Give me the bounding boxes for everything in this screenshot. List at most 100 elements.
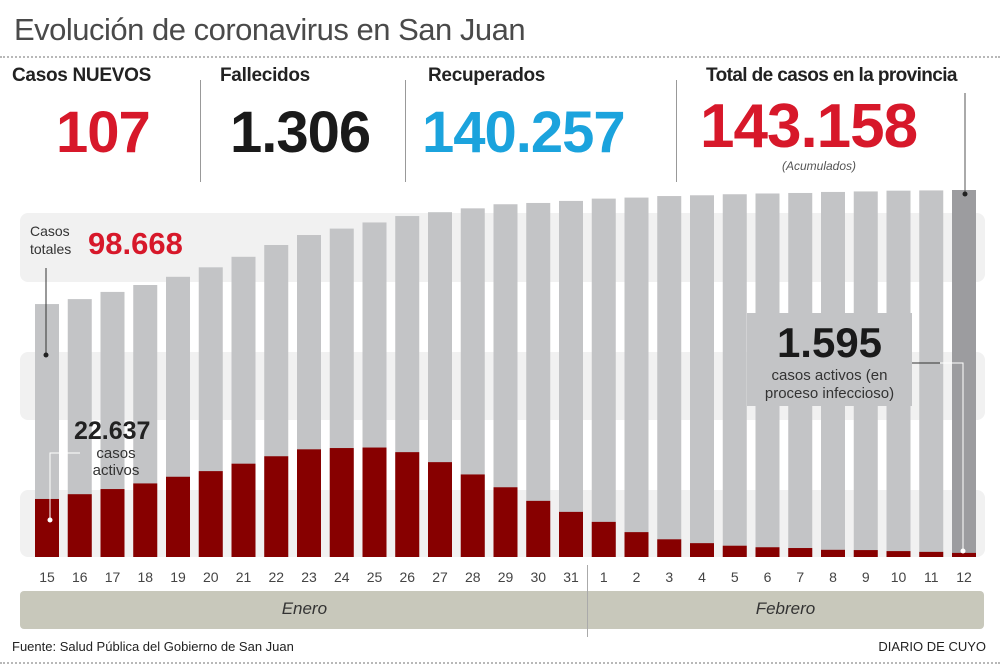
total-end-annotation-dot xyxy=(962,191,968,197)
x-tick-label: 17 xyxy=(105,569,121,585)
total-cases-bar xyxy=(657,196,682,557)
active-end-label-line2: proceso infeccioso) xyxy=(764,385,895,402)
x-tick-label: 18 xyxy=(137,569,153,585)
total-cases-bar xyxy=(526,202,551,558)
active-cases-bar xyxy=(886,551,911,557)
active-start-label: casos activos xyxy=(78,445,154,479)
active-cases-bar xyxy=(460,474,485,557)
active-cases-bar xyxy=(624,532,649,557)
x-tick-label: 6 xyxy=(764,569,772,585)
x-tick-label: 8 xyxy=(829,569,837,585)
stat-label-deaths: Fallecidos xyxy=(220,65,310,86)
x-tick-label: 9 xyxy=(862,569,870,585)
x-tick-label: 31 xyxy=(563,569,579,585)
x-tick-label: 28 xyxy=(465,569,481,585)
active-cases-bar xyxy=(591,521,616,557)
x-tick-label: 11 xyxy=(924,569,939,585)
active-start-label-line2: activos xyxy=(92,462,140,479)
x-tick-label: 27 xyxy=(432,569,448,585)
stat-divider xyxy=(200,80,201,182)
month-divider xyxy=(587,565,589,637)
active-cases-bar xyxy=(35,498,59,557)
stat-label-new-cases: Casos NUEVOS xyxy=(12,65,151,86)
active-start-label-line1: casos xyxy=(96,445,136,462)
x-tick-label: 26 xyxy=(399,569,415,585)
active-cases-bar xyxy=(853,550,878,557)
active-cases-bar xyxy=(231,463,256,557)
x-tick-label: 5 xyxy=(731,569,739,585)
active-cases-bar xyxy=(362,447,387,557)
x-tick-label: 7 xyxy=(796,569,804,585)
month-label-febrero: Febrero xyxy=(755,599,816,618)
x-tick-label: 20 xyxy=(203,569,219,585)
active-cases-bar xyxy=(919,551,944,557)
total-cases-bar xyxy=(559,200,583,557)
brand-credit: DIARIO DE CUYO xyxy=(878,639,986,654)
active-cases-bar xyxy=(821,549,845,557)
active-cases-bar xyxy=(166,476,190,557)
x-tick-label: 16 xyxy=(72,569,88,585)
active-cases-bar xyxy=(788,548,813,557)
x-tick-label: 15 xyxy=(39,569,55,585)
active-cases-bar xyxy=(395,452,420,557)
x-tick-label: 24 xyxy=(334,569,350,585)
total-label-line1: Casos xyxy=(30,223,70,239)
total-label: Casos totales xyxy=(30,222,71,258)
active-cases-bar xyxy=(690,543,714,557)
active-cases-bar xyxy=(559,511,583,557)
x-tick-label: 30 xyxy=(530,569,546,585)
total-cases-bar xyxy=(591,198,616,557)
bottom-divider xyxy=(0,662,1000,664)
total-cases-bar xyxy=(690,195,714,558)
total-cases-bar xyxy=(722,194,747,557)
x-tick-label: 12 xyxy=(956,569,972,585)
active-end-label-line1: casos activos (en xyxy=(771,367,888,384)
x-tick-label: 3 xyxy=(665,569,673,585)
active-end-annotation-dot xyxy=(960,548,966,554)
total-annotation-dot xyxy=(43,352,49,358)
x-tick-label: 19 xyxy=(170,569,186,585)
x-tick-label: 22 xyxy=(268,569,284,585)
active-end-label: casos activos (en proceso infeccioso) xyxy=(747,367,912,403)
stat-label-recovered: Recuperados xyxy=(428,65,546,86)
active-cases-bar xyxy=(428,462,452,557)
total-start-value: 98.668 xyxy=(88,226,183,261)
stat-divider xyxy=(405,80,406,182)
active-cases-bar xyxy=(198,471,223,557)
x-tick-label: 1 xyxy=(600,569,608,585)
stat-label-total: Total de casos en la provincia xyxy=(706,65,958,86)
stat-value-new-cases: 107 xyxy=(56,100,151,165)
active-cases-bar xyxy=(264,456,289,557)
stat-divider xyxy=(676,80,677,182)
x-tick-label: 21 xyxy=(236,569,252,585)
active-cases-bar xyxy=(493,487,518,557)
x-tick-label: 29 xyxy=(498,569,514,585)
stat-note-total: (Acumulados) xyxy=(782,159,857,173)
active-cases-bar xyxy=(297,449,321,557)
x-tick-label: 10 xyxy=(891,569,907,585)
stat-value-total: 143.158 xyxy=(700,92,918,161)
active-start-value: 22.637 xyxy=(74,417,151,445)
month-label-enero: Enero xyxy=(281,599,328,618)
month-axis xyxy=(20,591,984,629)
active-cases-bar xyxy=(329,448,354,557)
active-start-annotation-dot xyxy=(47,517,53,523)
total-cases-bar xyxy=(919,190,944,558)
active-cases-bar xyxy=(100,489,125,557)
stat-value-recovered: 140.257 xyxy=(422,100,626,165)
total-cases-bar xyxy=(624,197,649,557)
active-cases-bar xyxy=(67,494,92,557)
active-cases-bar xyxy=(952,552,976,557)
active-end-value: 1.595 xyxy=(776,319,883,366)
top-divider xyxy=(0,56,1000,58)
active-start-annotation-line xyxy=(49,452,80,520)
source-note: Fuente: Salud Pública del Gobierno de Sa… xyxy=(12,639,294,654)
x-tick-label: 25 xyxy=(367,569,383,585)
active-end-box xyxy=(747,313,912,406)
total-label-line2: totales xyxy=(30,241,72,257)
active-cases-bar xyxy=(755,547,780,557)
page-title: Evolución de coronavirus en San Juan xyxy=(14,12,526,47)
active-cases-bar xyxy=(722,545,747,557)
x-tick-label: 4 xyxy=(698,569,706,585)
